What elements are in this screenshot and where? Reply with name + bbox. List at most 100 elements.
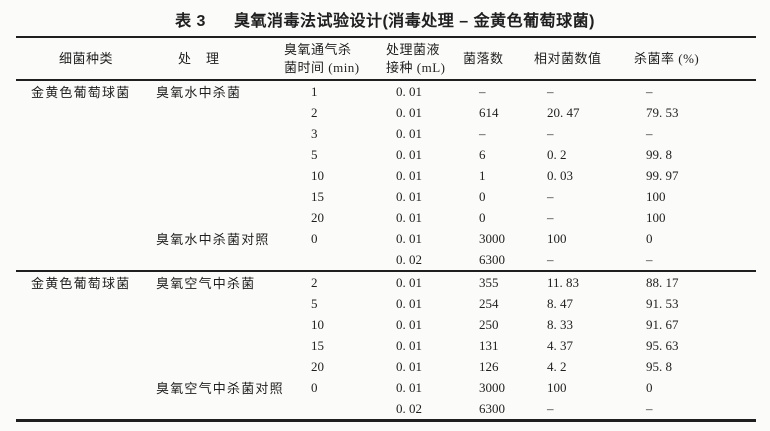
cell-relative: – xyxy=(547,400,554,416)
table-row: 2 0. 01 614 20. 47 79. 53 xyxy=(16,102,756,123)
table-row: 20 0. 01 0 – 100 xyxy=(16,207,756,228)
cell-inoculation: 0. 02 xyxy=(396,400,422,416)
table-row: 金黄色葡萄球菌 臭氧空气中杀菌 2 0. 01 355 11. 83 88. 17 xyxy=(16,271,756,293)
header-line: 臭氧通气杀 xyxy=(284,41,352,57)
cell-relative: 20. 47 xyxy=(547,104,580,120)
cell-kill-rate: 91. 53 xyxy=(646,295,679,311)
table-row: 10 0. 01 250 8. 33 91. 67 xyxy=(16,314,756,335)
cell-inoculation: 0. 01 xyxy=(396,379,422,395)
cell-kill-rate: 0 xyxy=(646,230,653,246)
cell-kill-rate: 95. 8 xyxy=(646,358,672,374)
col-header-treatment: 处 理 xyxy=(156,37,284,81)
table-row: 15 0. 01 0 – 100 xyxy=(16,186,756,207)
cell-treatment: 臭氧水中杀菌 xyxy=(156,85,242,100)
cell-species xyxy=(16,293,156,314)
cell-treatment: 臭氧空气中杀菌对照 xyxy=(156,381,284,396)
table-title-text: 臭氧消毒法试验设计(消毒处理 – 金黄色葡萄球菌) xyxy=(233,13,595,30)
cell-treatment xyxy=(156,102,284,123)
cell-inoculation: 0. 01 xyxy=(396,104,422,120)
cell-relative: 4. 2 xyxy=(547,358,567,374)
cell-relative: 8. 33 xyxy=(547,316,573,332)
cell-species xyxy=(16,335,156,356)
col-header-relative: 相对菌数值 xyxy=(534,37,634,81)
cell-colonies: 250 xyxy=(479,316,499,332)
cell-colonies: 0 xyxy=(479,188,486,204)
cell-time: 5 xyxy=(311,295,318,311)
cell-inoculation: 0. 02 xyxy=(386,249,463,272)
header-line: 杀菌率 (%) xyxy=(634,50,700,66)
cell-relative: 4. 37 xyxy=(547,337,573,353)
col-header-species: 细菌种类 xyxy=(16,37,156,81)
cell-species xyxy=(16,398,156,421)
cell-treatment xyxy=(156,249,284,272)
cell-treatment xyxy=(156,293,284,314)
cell-species xyxy=(16,123,156,144)
cell-species xyxy=(16,377,156,398)
cell-treatment xyxy=(156,356,284,377)
cell-species xyxy=(16,249,156,272)
table-row: 5 0. 01 254 8. 47 91. 53 xyxy=(16,293,756,314)
cell-colonies: 254 xyxy=(479,295,499,311)
cell-colonies: 6300 xyxy=(479,400,505,416)
cell-colonies: – xyxy=(479,125,486,141)
cell-inoculation: 0. 01 xyxy=(396,209,422,225)
cell-relative: 0. 2 xyxy=(547,146,567,162)
cell-species xyxy=(16,102,156,123)
cell-species xyxy=(16,207,156,228)
cell-kill-rate: 95. 63 xyxy=(646,337,679,353)
cell-time: 15 xyxy=(311,337,324,353)
cell-species: 金黄色葡萄球菌 xyxy=(31,276,131,291)
cell-kill-rate: – xyxy=(646,125,653,141)
col-header-inoculation: 处理菌液 接种 (mL) xyxy=(386,37,463,81)
header-line: 接种 (mL) xyxy=(386,59,446,75)
cell-treatment xyxy=(156,165,284,186)
header-line: 处理菌液 xyxy=(386,41,441,57)
cell-time: 2 xyxy=(311,274,318,290)
cell-relative: – xyxy=(547,188,554,204)
cell-inoculation: 0. 01 xyxy=(396,167,422,183)
cell-relative: – xyxy=(547,83,554,99)
table-row: 10 0. 01 1 0. 03 99. 97 xyxy=(16,165,756,186)
cell-relative: 0. 03 xyxy=(547,167,573,183)
cell-time: 1 xyxy=(311,83,318,99)
table-row: 3 0. 01 – – – xyxy=(16,123,756,144)
cell-time xyxy=(284,398,386,421)
cell-treatment xyxy=(156,314,284,335)
cell-treatment: 臭氧空气中杀菌 xyxy=(156,276,256,291)
cell-treatment xyxy=(156,207,284,228)
section-ozone-water: 金黄色葡萄球菌 臭氧水中杀菌 1 0. 01– – –2 0. 01 614 20. 47 79.… xyxy=(16,80,756,272)
cell-colonies: 355 xyxy=(479,274,499,290)
cell-species xyxy=(16,186,156,207)
header-line: 处 理 xyxy=(178,50,221,66)
table-title: 表 3 臭氧消毒法试验设计(消毒处理 – 金黄色葡萄球菌) xyxy=(0,7,770,31)
cell-inoculation: 0. 01 xyxy=(396,188,422,204)
cell-inoculation: 0. 01 xyxy=(396,274,422,290)
cell-inoculation: 0. 01 xyxy=(396,146,422,162)
cell-kill-rate: 0 xyxy=(646,379,653,395)
cell-species xyxy=(16,314,156,335)
cell-kill-rate: 100 xyxy=(646,188,666,204)
cell-relative: 100 xyxy=(547,230,567,246)
header-line: 菌落数 xyxy=(463,50,504,66)
cell-colonies: 1 xyxy=(479,167,486,183)
cell-colonies: 614 xyxy=(479,104,499,120)
cell-treatment xyxy=(156,398,284,421)
cell-time: 20 xyxy=(311,209,324,225)
cell-colonies: 3000 xyxy=(479,230,505,246)
cell-treatment xyxy=(156,144,284,165)
cell-time: 0 xyxy=(311,230,318,246)
cell-time: 5 xyxy=(311,146,318,162)
cell-treatment xyxy=(156,335,284,356)
table-number: 表 3 xyxy=(175,13,206,30)
table-row: 臭氧水中杀菌对照 0 0. 01 3000 100 0 xyxy=(16,228,756,249)
cell-colonies: – xyxy=(479,83,486,99)
cell-inoculation: 0. 01 xyxy=(396,358,422,374)
cell-time: 3 xyxy=(311,125,318,141)
cell-species xyxy=(16,228,156,249)
cell-colonies: 3000 xyxy=(479,379,505,395)
cell-treatment xyxy=(156,186,284,207)
table-header: 细菌种类 处 理 臭氧通气杀 菌时间 (min) 处理菌液 接种 (mL) 菌落… xyxy=(16,37,756,81)
experiment-design-table: 细菌种类 处 理 臭氧通气杀 菌时间 (min) 处理菌液 接种 (mL) 菌落… xyxy=(16,36,756,422)
cell-relative: 8. 47 xyxy=(547,295,573,311)
